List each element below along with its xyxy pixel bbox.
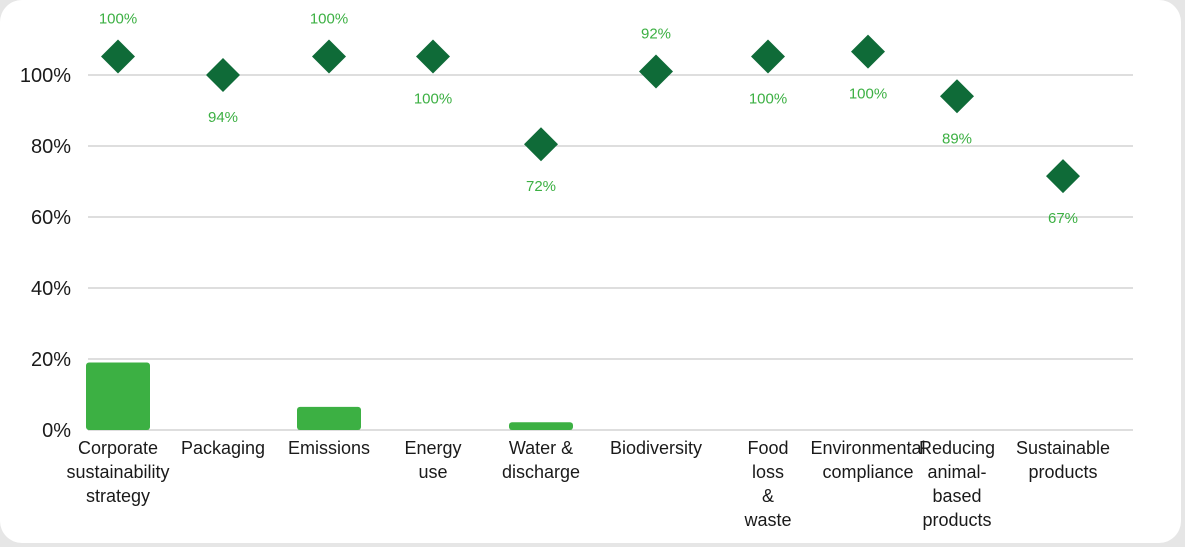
data-label: 100% xyxy=(849,86,887,103)
y-tick-label: 40% xyxy=(31,278,71,300)
x-tick-label: Energy use xyxy=(404,438,461,482)
x-tick-label: Reducing animal-based products xyxy=(919,438,995,530)
y-tick-label: 20% xyxy=(31,349,71,371)
y-tick-label: 100% xyxy=(20,65,71,87)
data-label: 100% xyxy=(310,11,348,28)
data-point xyxy=(312,39,346,74)
data-point xyxy=(851,34,885,69)
data-label: 100% xyxy=(749,91,787,108)
data-point xyxy=(524,127,558,162)
bar xyxy=(297,406,361,430)
data-label: 89% xyxy=(942,130,972,147)
bar xyxy=(86,362,150,430)
x-tick-label: Water & discharge xyxy=(502,438,580,482)
x-tick-label: Sustainable products xyxy=(1016,438,1110,482)
y-tick-label: 0% xyxy=(42,420,71,442)
bar xyxy=(509,422,573,430)
data-point xyxy=(206,58,240,92)
x-tick-label: Packaging xyxy=(181,438,265,458)
data-label: 67% xyxy=(1048,210,1078,227)
data-label: 72% xyxy=(526,178,556,195)
data-label: 94% xyxy=(208,109,238,126)
data-label: 92% xyxy=(641,25,671,42)
data-point xyxy=(639,54,673,89)
x-tick-label: Environmental compliance xyxy=(810,438,925,482)
data-label: 100% xyxy=(99,11,137,28)
x-tick-label: Corporate sustainability strategy xyxy=(66,438,169,506)
x-tick-label: Biodiversity xyxy=(610,438,702,458)
data-point xyxy=(1046,159,1080,194)
x-tick-label: Emissions xyxy=(288,438,370,458)
x-tick-label: Food loss & waste xyxy=(743,438,791,530)
data-label: 100% xyxy=(414,91,452,108)
data-point xyxy=(751,39,785,74)
data-point xyxy=(940,79,974,114)
data-point xyxy=(416,39,450,74)
y-tick-label: 60% xyxy=(31,207,71,229)
data-point xyxy=(101,39,135,74)
y-tick-label: 80% xyxy=(31,136,71,158)
